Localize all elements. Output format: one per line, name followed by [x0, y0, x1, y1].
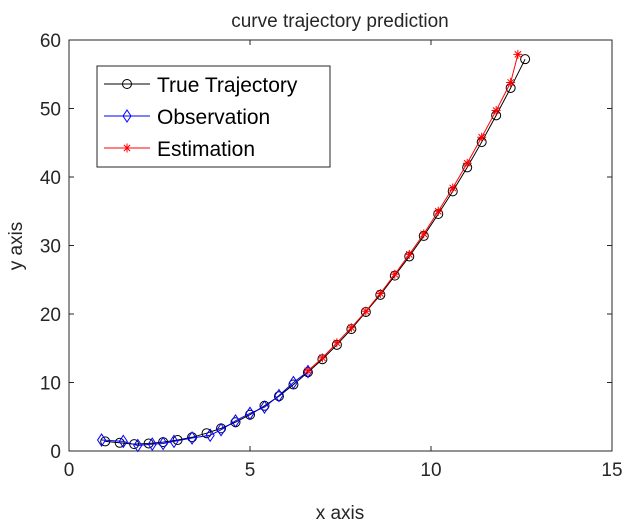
data-point [361, 306, 371, 316]
data-point [513, 49, 523, 59]
y-tick-label: 30 [40, 237, 61, 258]
data-point [274, 388, 284, 403]
legend-marker [122, 79, 132, 89]
data-point [448, 183, 458, 193]
x-tick-label: 0 [64, 460, 75, 481]
series-estimation [303, 49, 523, 376]
x-axis-label: x axis [316, 503, 365, 524]
data-point [147, 437, 157, 452]
data-point [96, 433, 107, 447]
x-tick-label: 15 [601, 460, 622, 481]
data-point [303, 366, 313, 376]
data-point [303, 364, 313, 379]
legend-label: Estimation [157, 138, 255, 161]
series-line [307, 54, 519, 372]
legend: True Trajectory Observation Estimation [96, 65, 331, 168]
data-point [433, 206, 443, 216]
data-point [216, 422, 226, 437]
data-point [491, 106, 501, 116]
plot-area: 0 5 10 15 0 10 20 30 40 50 60 True Trajectory Observ… [40, 31, 623, 481]
data-point [259, 400, 270, 415]
legend-marker [122, 143, 132, 153]
data-point [158, 436, 168, 451]
legend-label: Observation [157, 106, 270, 129]
x-tick-label: 10 [420, 460, 441, 481]
data-point [143, 438, 154, 449]
data-point [245, 406, 255, 421]
data-point [520, 54, 531, 65]
data-point [477, 132, 487, 142]
data-point [462, 158, 472, 168]
y-axis-label: y axis [6, 222, 27, 271]
data-point [129, 439, 140, 450]
y-tick-label: 60 [40, 31, 61, 52]
legend-item: Observation [104, 106, 270, 129]
data-point [133, 438, 143, 453]
data-point [230, 413, 241, 428]
data-point [419, 229, 429, 239]
data-point [187, 431, 197, 445]
series-observation [96, 364, 313, 453]
data-point [390, 269, 400, 279]
x-tick-label: 5 [245, 460, 256, 481]
legend-label: True Trajectory [157, 74, 298, 97]
legend-item: Estimation [104, 138, 255, 161]
legend-marker [122, 109, 132, 123]
chart-title: curve trajectory prediction [231, 11, 449, 32]
y-tick-label: 20 [40, 305, 61, 326]
data-point [346, 323, 356, 333]
data-point [288, 375, 299, 390]
series-line [101, 371, 309, 447]
data-point [114, 437, 125, 448]
data-point [201, 428, 212, 439]
data-point [404, 249, 414, 259]
legend-item: True Trajectory [104, 74, 298, 97]
y-tick-label: 40 [40, 168, 61, 189]
data-point [118, 434, 128, 449]
data-point [100, 436, 111, 447]
y-tick-label: 10 [40, 374, 61, 395]
data-point [169, 434, 179, 449]
data-point [317, 353, 327, 363]
y-tick-label: 50 [40, 100, 61, 121]
y-tick-label: 0 [50, 442, 61, 463]
data-point [332, 338, 342, 348]
data-point [205, 428, 215, 443]
data-point [506, 77, 516, 87]
data-point [375, 288, 385, 298]
